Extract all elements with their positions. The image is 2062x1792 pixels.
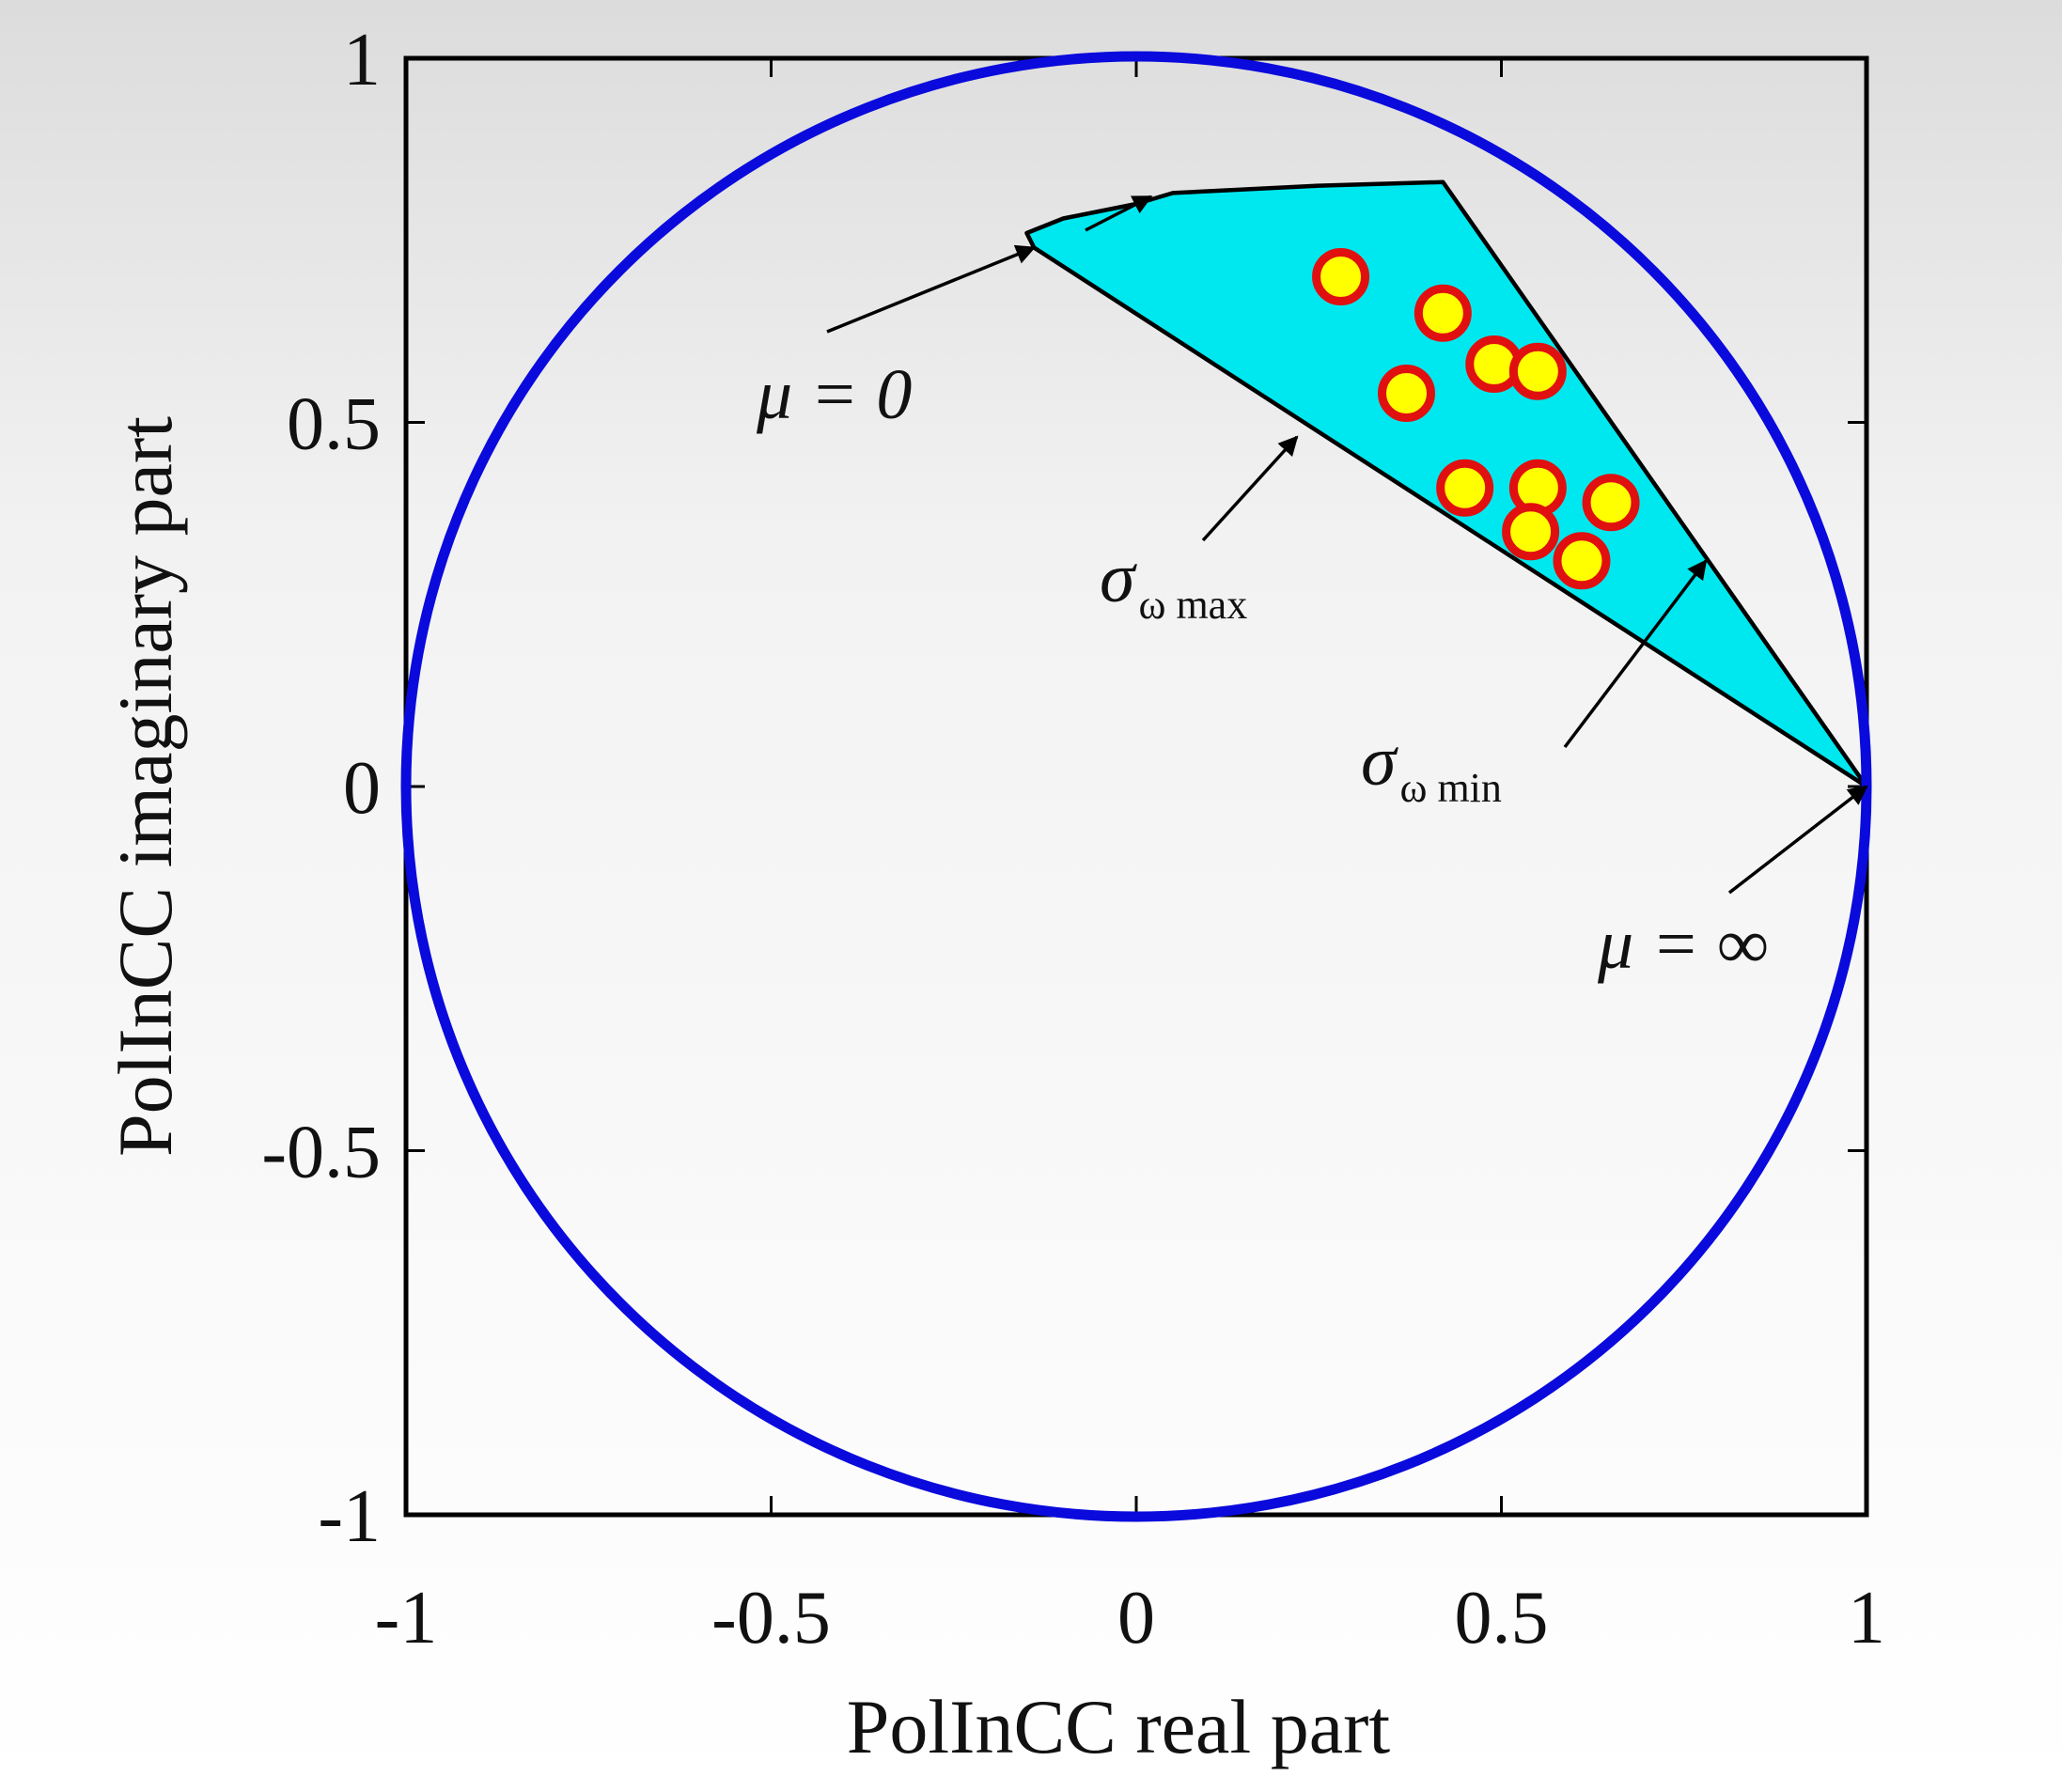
data-point-1 — [1414, 284, 1472, 342]
x-tick-labels: -1 -0.5 0 0.5 1 — [375, 1577, 1885, 1660]
data-point-3 — [1508, 342, 1567, 400]
annotation-arrow-3 — [1727, 785, 1868, 895]
y-tick-label-0: -1 — [318, 1475, 381, 1558]
y-tick-label-3: 0.5 — [287, 383, 381, 466]
annotation-sigma-min: σω min — [1361, 722, 1502, 811]
data-point-4 — [1377, 365, 1435, 422]
annotation-mu-infinity: μ = ∞ — [1597, 905, 1769, 984]
annotation-arrow-2 — [1563, 559, 1708, 749]
data-point-5 — [1436, 459, 1494, 517]
y-tick-labels: -1 -0.5 0 0.5 1 — [261, 19, 381, 1558]
data-point-7 — [1582, 474, 1640, 532]
sigma-min-symbol: σ — [1361, 722, 1398, 801]
data-point-8 — [1502, 503, 1560, 561]
annotation-sigma-max: σω max — [1100, 538, 1247, 628]
x-tick-label-4: 1 — [1848, 1577, 1885, 1660]
annotation-mu-zero: μ = 0 — [756, 355, 912, 434]
sigma-max-subscript: ω max — [1138, 582, 1247, 628]
x-tick-label-0: -1 — [375, 1577, 438, 1660]
annotation-arrow-1 — [1201, 435, 1299, 542]
annotation-arrow-4 — [1085, 195, 1153, 232]
sigma-min-subscript: ω min — [1399, 765, 1501, 811]
y-tick-label-1: -0.5 — [261, 1112, 381, 1194]
x-tick-label-3: 0.5 — [1455, 1577, 1549, 1660]
y-axis-label: PolInCC imaginary part — [102, 416, 188, 1157]
data-points — [1312, 248, 1640, 590]
x-tick-label-1: -0.5 — [711, 1577, 831, 1660]
data-point-9 — [1553, 532, 1611, 590]
data-point-0 — [1312, 248, 1370, 305]
annotation-arrows — [826, 195, 1868, 895]
x-axis-label: PolInCC real part — [847, 1684, 1391, 1769]
y-tick-label-2: 0 — [343, 747, 381, 830]
sigma-max-symbol: σ — [1100, 538, 1137, 617]
x-tick-label-2: 0 — [1117, 1577, 1155, 1660]
annotation-arrow-0 — [826, 244, 1037, 334]
y-tick-label-4: 1 — [343, 19, 381, 101]
